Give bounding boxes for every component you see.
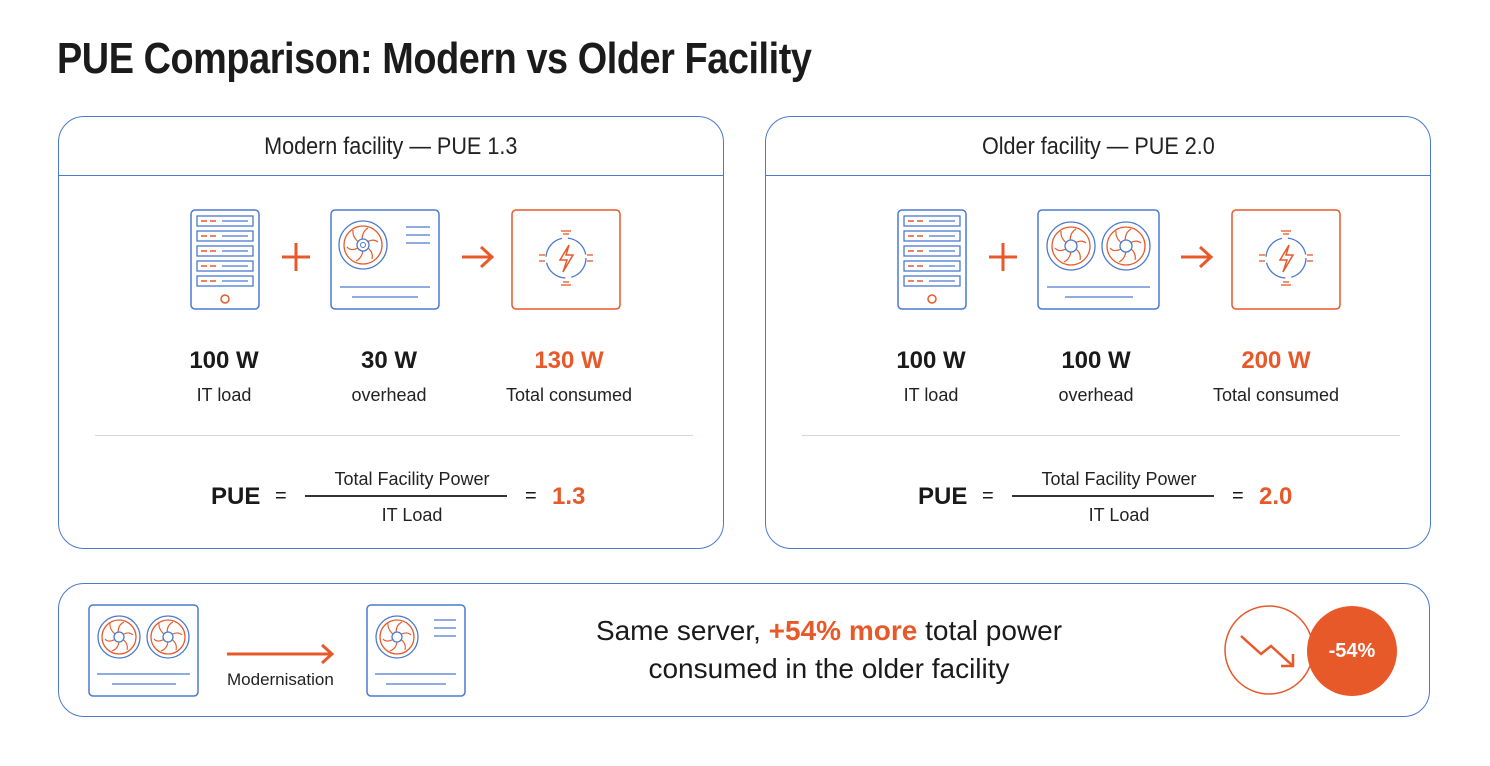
power-total-icon [511, 209, 623, 311]
overhead-value: 30 W [360, 347, 417, 374]
dual-fan-cooling-unit-icon [88, 604, 200, 698]
fraction-numerator: Total Facility Power [334, 469, 490, 489]
it-load-label: IT load [903, 385, 959, 405]
fraction-denominator: IT Load [381, 505, 443, 525]
reduction-badge: -54% [1307, 606, 1397, 696]
dual-fan-cooling-unit-icon [1037, 209, 1161, 311]
summary-banner: Modernisation Same server, +54% more tot… [58, 583, 1430, 717]
pue-result: 1.3 [552, 483, 586, 510]
divider [802, 435, 1400, 436]
overhead-label: overhead [351, 385, 427, 405]
divider [95, 435, 693, 436]
equals-sign: = [525, 485, 537, 507]
older-facility-panel: Older facility — PUE 2.0 [765, 116, 1431, 549]
plus-icon [281, 242, 311, 277]
panel-heading: Older facility — PUE 2.0 [766, 117, 1430, 176]
page-title: PUE Comparison: Modern vs Older Facility [57, 34, 812, 83]
total-label: Total consumed [1212, 385, 1340, 405]
total-label: Total consumed [505, 385, 633, 405]
server-icon [190, 209, 262, 311]
equals-sign: = [1232, 485, 1244, 507]
cooling-unit-icon [330, 209, 442, 311]
pue-label: PUE [211, 483, 261, 510]
modernisation-label: Modernisation [227, 670, 334, 689]
plus-icon [988, 242, 1018, 277]
modernisation-arrow-icon [226, 643, 336, 670]
power-total-icon [1231, 209, 1343, 311]
panel-heading: Modern facility — PUE 1.3 [59, 117, 723, 176]
fraction-bar [1012, 495, 1214, 497]
total-value: 130 W [534, 347, 604, 374]
fraction-bar [305, 495, 507, 497]
it-load-label: IT load [196, 385, 252, 405]
overhead-value: 100 W [1061, 347, 1131, 374]
overhead-label: overhead [1058, 385, 1134, 405]
cooling-unit-icon [366, 604, 468, 698]
modern-facility-panel: Modern facility — PUE 1.3 [58, 116, 724, 549]
fraction-numerator: Total Facility Power [1041, 469, 1197, 489]
trend-down-icon [1223, 604, 1315, 696]
highlight-text: +54% more [768, 615, 918, 646]
fraction-denominator: IT Load [1088, 505, 1150, 525]
summary-message: Same server, +54% more total power consu… [595, 615, 1063, 684]
equals-sign: = [275, 485, 287, 507]
total-value: 200 W [1241, 347, 1311, 374]
it-load-value: 100 W [896, 347, 966, 374]
equals-sign: = [982, 485, 994, 507]
arrow-right-icon [461, 245, 495, 274]
pue-result: 2.0 [1259, 483, 1293, 510]
arrow-right-icon [1180, 245, 1214, 274]
pue-label: PUE [918, 483, 968, 510]
server-icon [897, 209, 969, 311]
it-load-value: 100 W [189, 347, 259, 374]
